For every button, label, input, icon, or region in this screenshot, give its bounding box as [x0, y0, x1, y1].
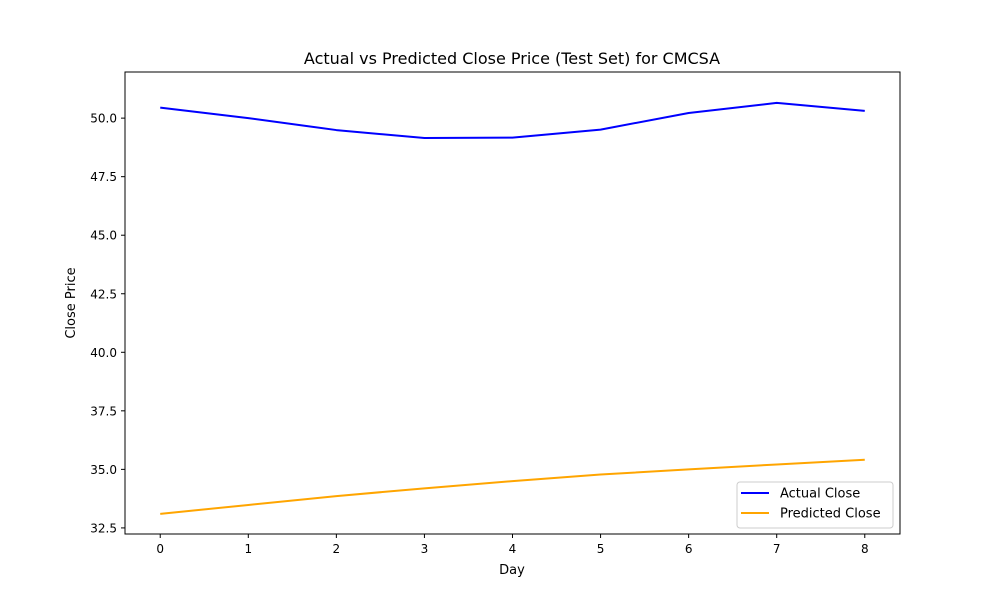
x-tick-label: 2 [333, 542, 341, 556]
legend-label-actual-close: Actual Close [780, 487, 860, 502]
legend: Actual Close Predicted Close [736, 481, 894, 529]
y-tick-label: 47.5 [90, 170, 117, 184]
plot-area [125, 72, 900, 534]
series-layer [160, 101, 865, 515]
y-tick-label: 45.0 [90, 229, 117, 243]
x-tick-label: 7 [773, 542, 781, 556]
y-tick-label: 32.5 [90, 521, 117, 535]
legend-box [736, 481, 894, 529]
legend-label-predicted-close: Predicted Close [780, 507, 881, 522]
x-axis-title: Day [499, 563, 525, 578]
y-axis: 32.5 35.0 37.5 40.0 42.5 45.0 47.5 50.0 [90, 112, 125, 535]
y-tick-label: 50.0 [90, 112, 117, 126]
y-tick-label: 42.5 [90, 287, 117, 301]
x-tick-label: 6 [685, 542, 693, 556]
x-tick-label: 3 [421, 542, 429, 556]
y-tick-label: 40.0 [90, 346, 117, 360]
y-tick-label: 35.0 [90, 463, 117, 477]
x-axis: 0 1 2 3 4 5 6 7 8 [156, 534, 869, 556]
series-line-actual-close [160, 101, 865, 140]
x-tick-label: 1 [244, 542, 252, 556]
series-line-predicted-close [160, 458, 865, 515]
x-tick-label: 4 [509, 542, 517, 556]
y-tick-label: 37.5 [90, 404, 117, 418]
chart-title: Actual vs Predicted Close Price (Test Se… [304, 49, 720, 68]
x-tick-label: 0 [156, 542, 164, 556]
y-axis-title: Close Price [64, 267, 79, 338]
x-tick-label: 8 [861, 542, 869, 556]
x-tick-label: 5 [597, 542, 605, 556]
